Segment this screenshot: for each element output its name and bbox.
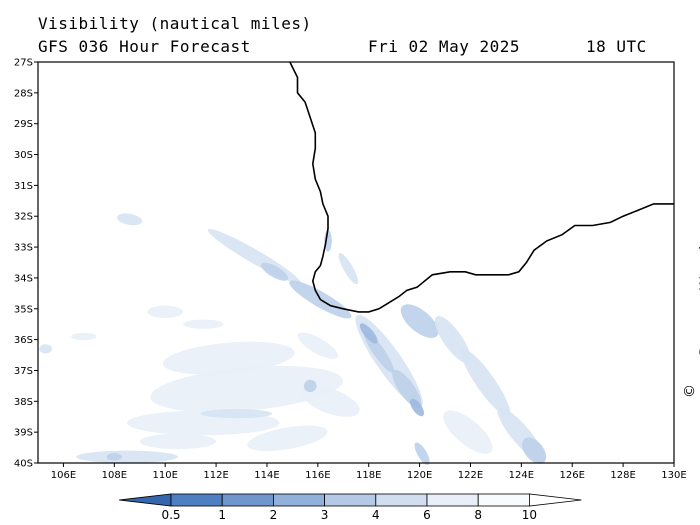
colorbar-label: 10 [522,508,537,522]
lat-tick-label: 29S [14,119,33,130]
colorbar-box [426,493,479,507]
visibility-patch [106,453,122,461]
visibility-patch [359,323,378,344]
forecast-date: Fri 02 May 2025 [368,37,520,56]
visibility-patch [301,385,360,417]
lat-tick-label: 40S [14,459,33,470]
visibility-patch [297,332,339,360]
visibility-patch [139,433,217,450]
visibility-patch [39,344,52,354]
visibility-patch [261,262,289,281]
colorbar-box [272,493,325,507]
colorbar-label: 3 [321,508,329,522]
lat-tick-label: 38S [14,397,33,408]
lon-tick-label: 124E [509,470,534,481]
visibility-patch [392,369,422,409]
visibility-patch [410,398,425,417]
colorbar-box [477,493,530,507]
visibility-patch [414,442,430,466]
visibility-patch [147,305,184,319]
visibility-patch [183,319,224,329]
visibility-patch [443,410,493,454]
visibility-patch [76,450,178,464]
lon-tick-label: 120E [407,470,432,481]
visibility-patch [303,379,317,393]
coastline [289,61,674,313]
colorbar-box [170,493,223,507]
lon-tick-label: 110E [152,470,177,481]
colorbar-label: 4 [372,508,380,522]
colorbar-arrow-low [118,493,172,507]
lat-tick-label: 30S [14,150,33,161]
colorbar-box [221,493,274,507]
colorbar-label: 6 [423,508,431,522]
visibility-patch [338,253,359,285]
credit-watermark: © www.PassageWeather.com [682,185,700,398]
lon-tick-label: 130E [661,470,686,481]
colorbar-label: 8 [474,508,482,522]
colorbar-label: 0.5 [161,508,180,522]
colorbar-box [375,493,428,507]
lat-tick-label: 35S [14,304,33,315]
visibility-patch [461,349,511,417]
visibility-patch [207,228,301,284]
forecast-time: 18 UTC [586,37,647,56]
visibility-patch [247,425,328,452]
map-frame [37,61,675,464]
visibility-patch [400,304,439,338]
lon-tick-label: 128E [610,470,635,481]
longitude-axis: 106E 108E 110E 112E 114E 116E 118E 120E 122E 124E… [51,463,687,481]
lat-tick-label: 27S [14,58,33,69]
lat-tick-label: 36S [14,335,33,346]
colorbar-legend: 0.5 1 2 3 4 6 8 10 [118,493,582,522]
lon-tick-label: 122E [458,470,483,481]
visibility-patch [150,365,343,413]
colorbar-label: 2 [270,508,278,522]
lat-tick-label: 33S [14,243,33,254]
visibility-patch [71,332,97,341]
lon-tick-label: 126E [560,470,585,481]
lon-tick-label: 118E [356,470,381,481]
colorbar-arrow-high [529,493,582,507]
visibility-patch [521,437,547,464]
lat-tick-label: 34S [14,273,33,284]
lat-tick-label: 28S [14,88,33,99]
lon-tick-label: 112E [203,470,228,481]
latitude-axis: 27S 28S 29S 30S 31S 32S 33S 34S 35S 36S 37S 38S 39S 4… [14,58,38,470]
visibility-patch [200,409,273,419]
lon-tick-label: 108E [102,470,127,481]
lat-tick-label: 37S [14,366,33,377]
lon-tick-label: 106E [51,470,76,481]
model-title: GFS 036 Hour Forecast [38,37,251,56]
colorbar-label: 1 [218,508,226,522]
lat-tick-label: 32S [14,212,33,223]
variable-title: Visibility (nautical miles) [38,14,312,33]
lat-tick-label: 31S [14,181,33,192]
lat-tick-label: 39S [14,428,33,439]
colorbar-box [324,493,377,507]
visibility-patch [117,213,143,226]
lon-tick-label: 116E [305,470,330,481]
lon-tick-label: 114E [254,470,279,481]
visibility-field [39,213,547,466]
